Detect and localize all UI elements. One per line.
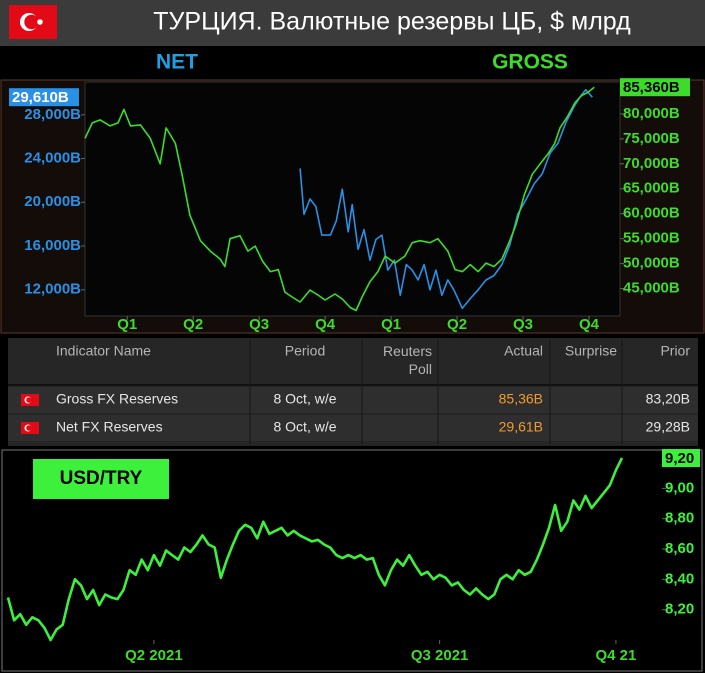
y-tick-label: 55,000B bbox=[623, 230, 680, 247]
y-tick-label: 50,000B bbox=[623, 255, 680, 272]
actual: 29,61B bbox=[499, 419, 543, 435]
turkey-flag bbox=[9, 5, 57, 39]
period: 8 Oct, w/e bbox=[273, 391, 336, 407]
page-title: ТУРЦИЯ. Валютные резервы ЦБ, $ млрд bbox=[153, 8, 631, 36]
series-line bbox=[299, 88, 593, 310]
net-label: NET bbox=[156, 51, 198, 74]
actual: 85,36B bbox=[499, 391, 543, 407]
y-tick-label: 8,60 bbox=[665, 540, 694, 557]
y-tick-label: 12,000B bbox=[24, 281, 81, 298]
y-tick-label: 80,000B bbox=[623, 105, 680, 122]
y-tick-label: 16,000B bbox=[24, 237, 81, 254]
chart1-plot bbox=[84, 81, 621, 317]
last-value-label: 85,360B bbox=[623, 79, 680, 96]
y-tick-label: 8,40 bbox=[665, 570, 694, 587]
y-tick-label: 65,000B bbox=[623, 180, 680, 197]
y-tick-label: 20,000B bbox=[24, 193, 81, 210]
x-tick-label: Q3 2021 bbox=[411, 647, 469, 664]
x-tick-label: Q1 bbox=[117, 316, 137, 333]
y-tick-label: 70,000B bbox=[623, 155, 680, 172]
plots: Q1 Q2 Q3 Q4 Q1 Q2 Q3 Q4 12,000B 16,000B 20,000B 24,… bbox=[6, 78, 700, 664]
row-bg bbox=[8, 415, 698, 441]
series-line bbox=[84, 86, 595, 312]
last-value-label: 29,610B bbox=[12, 89, 69, 106]
x-tick-label: Q3 bbox=[513, 316, 533, 333]
x-tick-label: Q2 bbox=[183, 316, 203, 333]
column-header: Surprise bbox=[565, 343, 617, 359]
y-tick-label: 60,000B bbox=[623, 205, 680, 222]
indicator-name: Gross FX Reserves bbox=[56, 391, 178, 407]
last-value-label: 9,20 bbox=[665, 450, 694, 467]
x-tick-label: Q4 21 bbox=[595, 647, 636, 664]
last-value-box bbox=[620, 78, 690, 97]
chart2-title: USD/TRY bbox=[60, 468, 143, 489]
x-tick-label: Q2 2021 bbox=[125, 647, 183, 664]
y-tick-label: 8,80 bbox=[665, 510, 694, 527]
series-line bbox=[6, 457, 624, 642]
flag-crescent bbox=[26, 425, 32, 431]
y-tick-label: 45,000B bbox=[623, 280, 680, 297]
y-tick-label: 75,000B bbox=[623, 130, 680, 147]
x-tick-label: Q4 bbox=[579, 316, 600, 333]
indicator-name: Net FX Reserves bbox=[56, 419, 163, 435]
header-bar bbox=[0, 0, 705, 46]
column-header: Reuters Poll bbox=[383, 343, 432, 377]
column-header: Actual bbox=[504, 343, 543, 359]
table: Indicator Name Period Reuters Poll Actual Sur… bbox=[8, 340, 698, 444]
y-tick-label: 8,20 bbox=[665, 601, 694, 618]
x-tick-label: Q1 bbox=[381, 316, 401, 333]
column-header: Period bbox=[285, 343, 325, 359]
y-tick-label: 24,000B bbox=[24, 150, 81, 167]
row-bg bbox=[8, 387, 698, 413]
column-header: Prior bbox=[660, 343, 690, 359]
last-value-box bbox=[9, 88, 79, 107]
prior: 83,20B bbox=[646, 391, 690, 407]
title-box bbox=[33, 459, 169, 499]
period: 8 Oct, w/e bbox=[273, 419, 336, 435]
x-tick-label: Q2 bbox=[447, 316, 467, 333]
y-tick-label: 9,00 bbox=[665, 479, 694, 496]
gross-label: GROSS bbox=[492, 51, 568, 74]
prior: 29,28B bbox=[646, 419, 690, 435]
last-value-box bbox=[662, 449, 700, 468]
x-tick-label: Q4 bbox=[315, 316, 336, 333]
x-tick-label: Q3 bbox=[249, 316, 269, 333]
column-header: Indicator Name bbox=[56, 343, 151, 359]
flag-crescent bbox=[26, 397, 32, 403]
y-tick-label: 28,000B bbox=[24, 106, 81, 123]
